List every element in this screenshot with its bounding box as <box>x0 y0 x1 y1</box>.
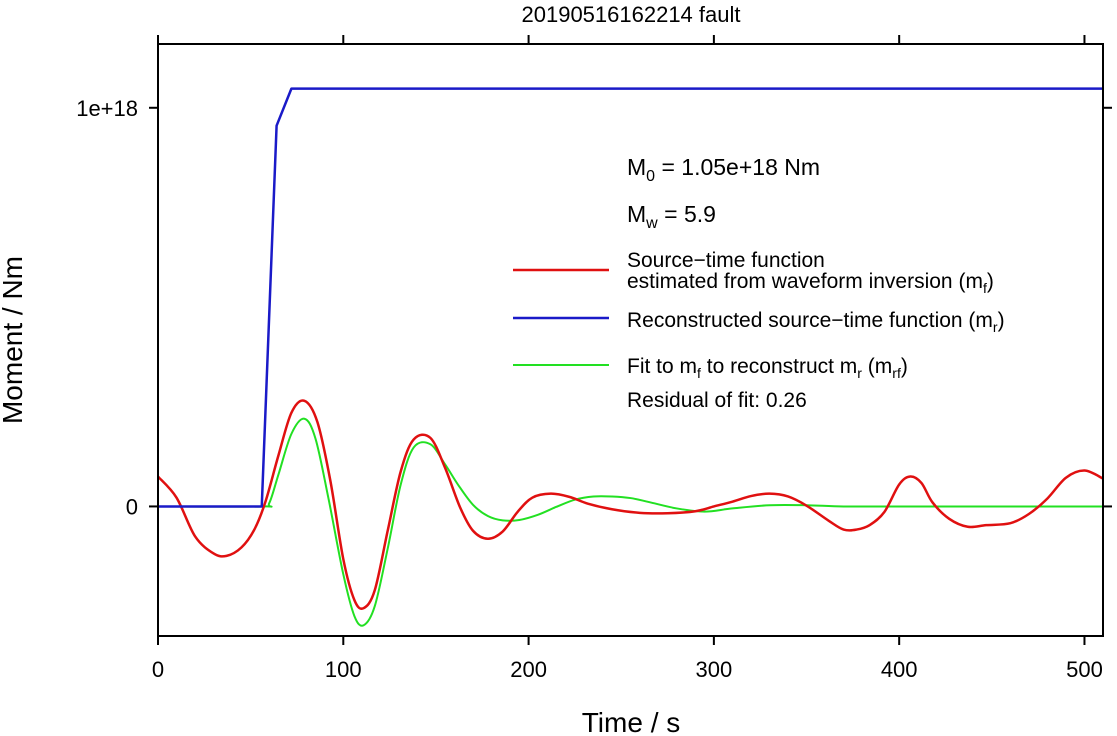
series-line-estimated-mf <box>158 399 1103 610</box>
plot-frame <box>157 43 1104 637</box>
chart-title: 20190516162214 fault <box>522 2 741 27</box>
y-axis-title: Moment / Nm <box>0 256 28 424</box>
legend-label-fit: Fit to mf to reconstruct mr (mrf) <box>627 355 908 381</box>
x-axis-title: Time / s <box>582 707 681 736</box>
x-tick-label: 400 <box>881 657 918 682</box>
legend-label-estimated-line2: estimated from waveform inversion (mf) <box>627 270 994 296</box>
y-axis: 0 1e+18 <box>76 96 1112 519</box>
seismic-moment-label: M0 = 1.05e+18 Nm <box>627 154 820 185</box>
x-tick-label: 200 <box>510 657 547 682</box>
y-tick-label: 0 <box>126 494 138 519</box>
x-tick-label: 0 <box>152 657 164 682</box>
legend-label-reconstructed: Reconstructed source−time function (mr) <box>627 309 1005 335</box>
moment-magnitude-label: Mw = 5.9 <box>627 201 716 232</box>
series-layer <box>158 87 1103 627</box>
legend-label-estimated-line1: Source−time function <box>627 249 825 272</box>
x-tick-label: 300 <box>696 657 733 682</box>
series-line-fit-mrf <box>158 417 1103 627</box>
legend: Source−time function estimated from wave… <box>513 249 1005 412</box>
y-tick-label: 1e+18 <box>76 96 138 121</box>
series-line-reconstructed-mr <box>158 87 1103 508</box>
residual-label: Residual of fit: 0.26 <box>627 389 807 412</box>
x-tick-label: 500 <box>1066 657 1103 682</box>
x-tick-label: 100 <box>325 657 362 682</box>
x-axis: 0 100 200 300 400 500 <box>152 35 1103 682</box>
